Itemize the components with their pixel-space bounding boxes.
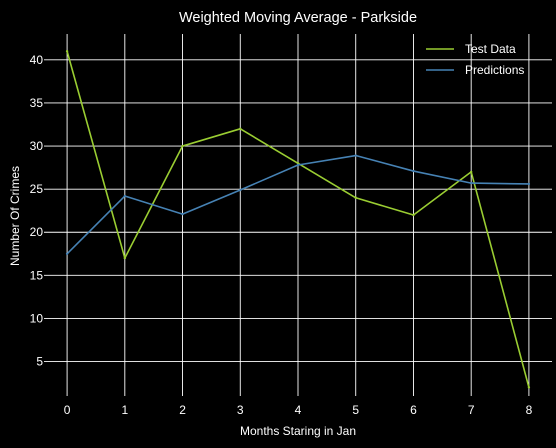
data-point xyxy=(296,163,300,167)
x-tick-label: 0 xyxy=(64,403,71,417)
data-point xyxy=(123,194,127,198)
data-point xyxy=(412,169,415,173)
series-lines xyxy=(65,50,531,389)
data-point xyxy=(65,252,69,255)
data-point xyxy=(239,188,242,192)
data-point xyxy=(412,213,415,217)
y-tick-label: 5 xyxy=(36,355,43,369)
legend-label: Predictions xyxy=(465,63,524,77)
x-tick-label: 7 xyxy=(468,403,475,417)
x-axis-label: Months Staring in Jan xyxy=(240,424,356,438)
data-point xyxy=(181,144,184,148)
x-tick-label: 1 xyxy=(121,403,128,417)
x-tick-label: 4 xyxy=(295,403,302,417)
y-tick-label: 10 xyxy=(30,311,44,325)
data-point xyxy=(65,50,69,53)
data-point xyxy=(527,182,531,186)
grid xyxy=(44,34,552,396)
y-axis-label: Number Of Crimes xyxy=(8,166,22,266)
x-tick-labels: 0 1 2 3 4 5 6 7 8 xyxy=(64,403,533,417)
legend: Test Data Predictions xyxy=(426,42,524,77)
chart-title: Weighted Moving Average - Parkside xyxy=(179,10,417,26)
y-tick-label: 20 xyxy=(30,225,44,239)
x-tick-label: 8 xyxy=(526,403,533,417)
data-point xyxy=(527,386,531,389)
y-tick-label: 30 xyxy=(30,139,44,153)
y-tick-label: 40 xyxy=(30,53,44,67)
x-tick-label: 3 xyxy=(237,403,244,417)
y-tick-label: 35 xyxy=(30,96,44,110)
data-point xyxy=(354,196,357,199)
y-tick-label: 15 xyxy=(30,268,44,282)
x-tick-label: 2 xyxy=(179,403,186,417)
data-point xyxy=(239,127,242,131)
data-point xyxy=(469,170,473,174)
y-tick-labels: 5 10 15 20 25 30 35 40 xyxy=(30,53,44,369)
data-point xyxy=(354,154,357,157)
x-tick-label: 5 xyxy=(352,403,359,417)
data-point xyxy=(181,212,184,216)
y-tick-label: 25 xyxy=(30,182,44,196)
x-tick-label: 6 xyxy=(410,403,417,417)
legend-label: Test Data xyxy=(465,42,516,56)
data-point xyxy=(296,162,300,165)
data-point xyxy=(123,256,127,260)
data-point xyxy=(469,181,473,185)
